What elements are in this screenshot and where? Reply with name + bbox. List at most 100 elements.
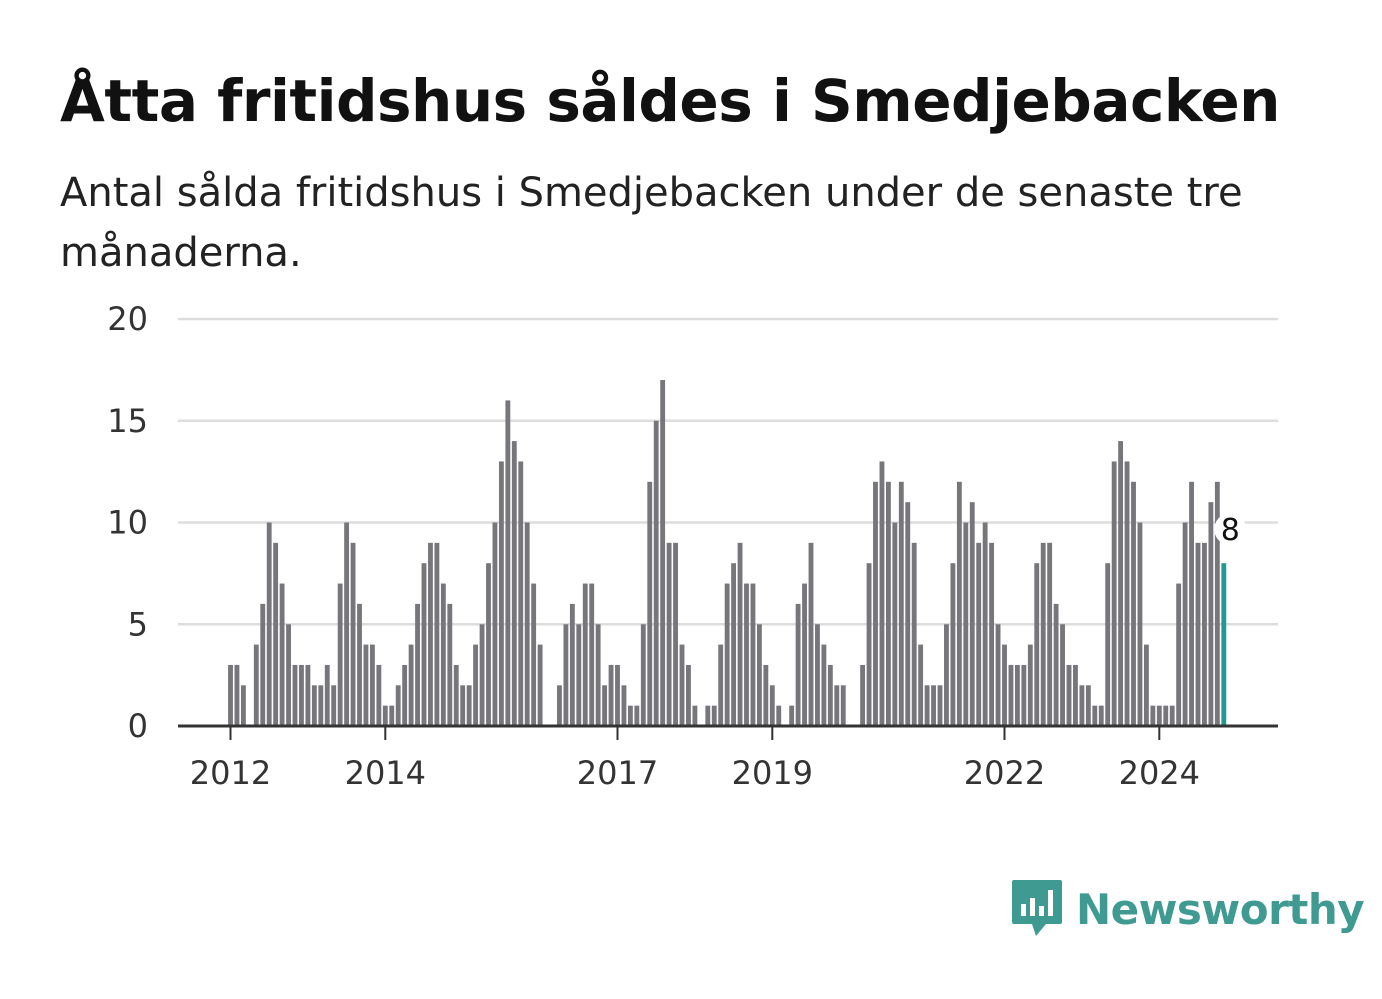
bar (827, 664, 833, 726)
bar (595, 624, 601, 726)
bar (492, 522, 498, 726)
bar (447, 603, 453, 726)
bar (1085, 685, 1091, 726)
bar (731, 563, 737, 726)
bar (337, 583, 343, 726)
bar (905, 502, 911, 726)
bar (1214, 481, 1220, 726)
bar (924, 685, 930, 726)
bar (840, 685, 846, 726)
bar (879, 461, 885, 726)
x-tick-label: 2019 (732, 754, 813, 792)
bar (911, 542, 917, 726)
bar (679, 644, 685, 726)
bar (350, 542, 356, 726)
bar (369, 644, 375, 726)
bar (627, 705, 633, 726)
y-tick-label: 10 (107, 504, 148, 542)
bar (995, 624, 1001, 726)
x-tick-label: 2022 (964, 754, 1045, 792)
bar (660, 380, 666, 726)
bar (344, 522, 350, 726)
bar (421, 563, 427, 726)
bar (311, 685, 317, 726)
bar (756, 624, 762, 726)
bar (1027, 644, 1033, 726)
bar (331, 685, 337, 726)
bar (376, 664, 382, 726)
bar (634, 705, 640, 726)
bar (969, 502, 975, 726)
x-tick-label: 2017 (577, 754, 658, 792)
bar (918, 644, 924, 726)
bar (498, 461, 504, 726)
brand-name: Newsworthy (1076, 884, 1365, 934)
bar (395, 685, 401, 726)
bar (976, 542, 982, 726)
bar (382, 705, 388, 726)
bar (982, 522, 988, 726)
bar (1073, 664, 1078, 726)
bar (1118, 441, 1124, 726)
bar (1079, 685, 1085, 726)
bar (769, 685, 775, 726)
bar (479, 624, 485, 726)
bar (453, 664, 459, 726)
bar (1208, 502, 1214, 726)
bar (653, 420, 659, 726)
bar (518, 461, 524, 726)
bar (582, 583, 588, 726)
bar (1098, 705, 1104, 726)
newsworthy-logo-icon (1012, 880, 1062, 936)
bar (776, 705, 782, 726)
bar (711, 705, 717, 726)
bar (898, 481, 904, 726)
bar (1202, 542, 1207, 726)
bar (589, 583, 595, 726)
bar (1156, 705, 1162, 726)
bar (1131, 481, 1136, 726)
bar (808, 542, 814, 726)
callout-label: 8 (1221, 513, 1240, 548)
bar (292, 664, 298, 726)
bar (789, 705, 795, 726)
bar (505, 400, 511, 726)
y-tick-label: 0 (128, 707, 148, 745)
bar (1021, 664, 1027, 726)
bar (228, 664, 233, 726)
bar (1182, 522, 1188, 726)
bar (1040, 542, 1046, 726)
bar (1169, 705, 1175, 726)
bar (234, 664, 240, 726)
bar (989, 542, 995, 726)
bar (299, 664, 304, 726)
bar (866, 563, 872, 726)
latest-value-callout: 8 (1214, 513, 1247, 548)
bar (537, 644, 543, 726)
bar (956, 481, 962, 726)
bar (279, 583, 285, 726)
chart-subtitle: Antal sålda fritidshus i Smedjebacken un… (60, 170, 1243, 276)
bar (524, 522, 530, 726)
y-tick-label: 20 (107, 300, 148, 338)
bar (1014, 664, 1020, 726)
bar (763, 664, 769, 726)
bar (318, 685, 324, 726)
bar (240, 685, 246, 726)
bar (1143, 644, 1149, 726)
bar (273, 542, 279, 726)
bar (253, 644, 259, 726)
callout-bg (1214, 513, 1247, 546)
bar (1195, 542, 1201, 726)
bar (266, 522, 272, 726)
bar (286, 624, 291, 726)
bar (944, 624, 949, 726)
bar (1105, 563, 1111, 726)
bar (557, 685, 562, 726)
bar (1176, 583, 1182, 726)
bar (363, 644, 369, 726)
bar (440, 583, 446, 726)
bar (563, 624, 569, 726)
chart-title: Åtta fritidshus såldes i Smedjebacken (60, 67, 1280, 135)
bar (1002, 644, 1007, 726)
